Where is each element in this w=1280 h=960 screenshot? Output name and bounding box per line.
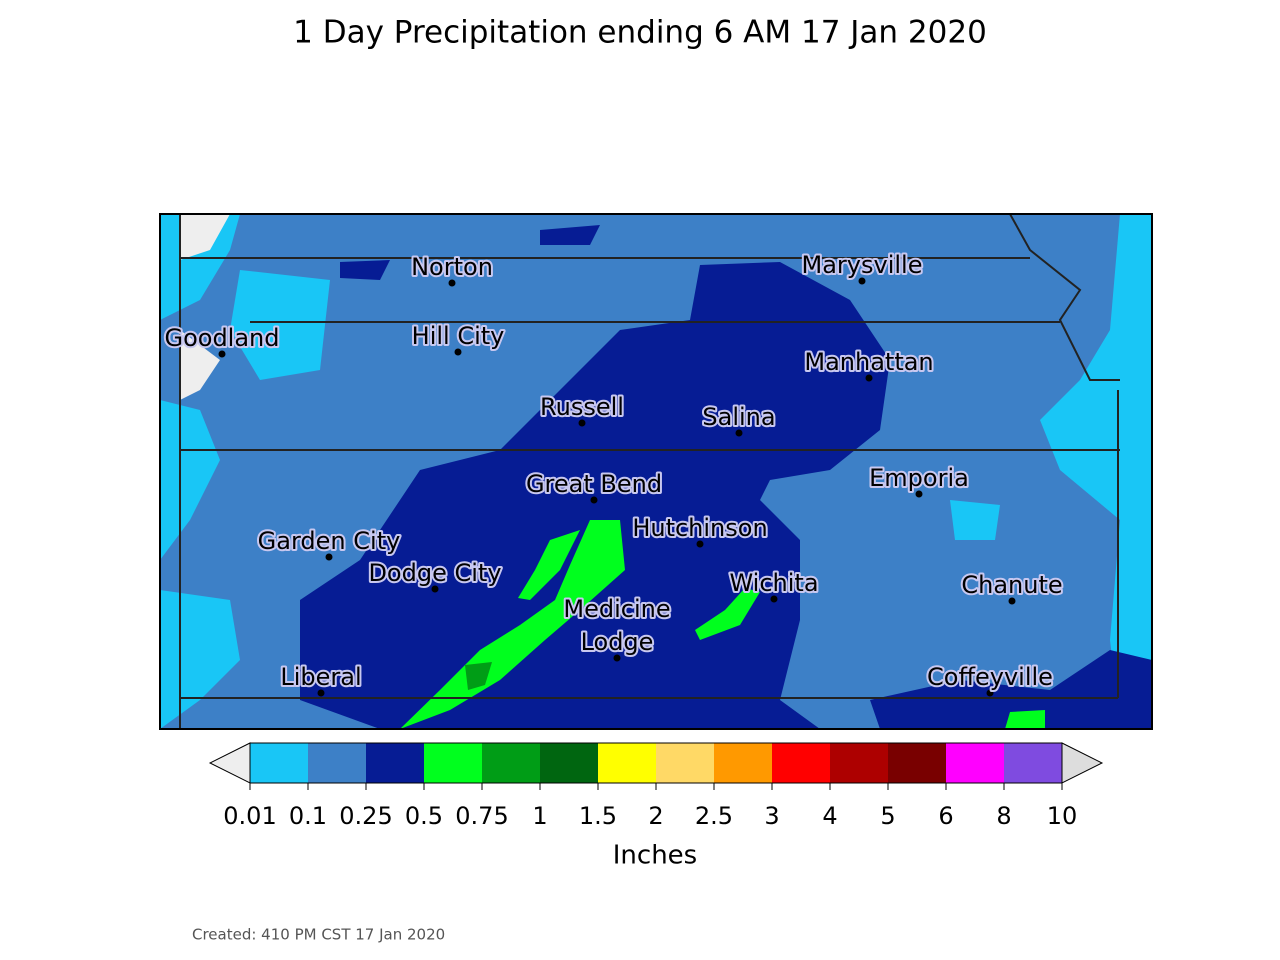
city-dot bbox=[613, 654, 621, 662]
city-dot bbox=[454, 348, 462, 356]
colorbar-tick-label: 10 bbox=[1047, 802, 1078, 830]
city-label: Chanute bbox=[961, 571, 1062, 599]
colorbar: 0.01 0.1 0.25 0.5 0.75 1 1.5 2 2.5 3 4 5 6 8 10 bbox=[208, 742, 1104, 830]
colorbar-segment bbox=[308, 743, 367, 783]
city-dot bbox=[865, 374, 873, 382]
colorbar-tick-label: 1 bbox=[532, 802, 547, 830]
city-label: Great Bend bbox=[526, 470, 662, 498]
city-dot bbox=[590, 496, 598, 504]
colorbar-tick-label: 4 bbox=[822, 802, 837, 830]
colorbar-tick-label: 0.5 bbox=[405, 802, 443, 830]
colorbar-segment bbox=[424, 743, 483, 783]
city-dot bbox=[858, 277, 866, 285]
colorbar-label: Inches bbox=[613, 841, 697, 871]
city-label: Marysville bbox=[802, 251, 923, 279]
colorbar-segment bbox=[482, 743, 541, 783]
heavy-region bbox=[300, 225, 1152, 729]
colorbar-tick-label: 0.1 bbox=[289, 802, 327, 830]
boundary-line bbox=[179, 213, 1120, 729]
map-frame bbox=[159, 213, 1153, 730]
colorbar-segment bbox=[772, 743, 831, 783]
city-label: Goodland bbox=[164, 324, 279, 352]
colorbar-tick-label: 6 bbox=[938, 802, 953, 830]
city-label: Hill City bbox=[412, 322, 505, 350]
footer: Created: 410 PM CST 17 Jan 2020 bbox=[192, 926, 445, 944]
colorbar-tick-label: 5 bbox=[880, 802, 895, 830]
city-label: Russell bbox=[540, 393, 624, 421]
colorbar-segment bbox=[250, 743, 309, 783]
colorbar-segment bbox=[946, 743, 1005, 783]
city-label: Liberal bbox=[280, 663, 361, 691]
colorbar-tick-label: 0.01 bbox=[223, 802, 276, 830]
colorbar-under bbox=[208, 742, 251, 784]
colorbar-over bbox=[1061, 742, 1104, 784]
no-precip bbox=[180, 214, 230, 400]
colorbar-segment bbox=[888, 743, 947, 783]
colorbar-segment bbox=[656, 743, 715, 783]
city-dot bbox=[735, 429, 743, 437]
city-dot bbox=[986, 689, 994, 697]
colorbar-tick-label: 3 bbox=[764, 802, 779, 830]
city-layer: Norton Goodland Hill City Russell Salina Mary… bbox=[162, 249, 1065, 697]
city-dot bbox=[696, 540, 704, 548]
colorbar-segment bbox=[830, 743, 889, 783]
colorbar-segment bbox=[598, 743, 657, 783]
city-label: Dodge City bbox=[368, 559, 501, 587]
precip-map: Norton Goodland Hill City Russell Salina Mary… bbox=[159, 213, 1153, 730]
city-dot bbox=[431, 585, 439, 593]
city-label: Garden City bbox=[258, 527, 401, 555]
city-dot bbox=[578, 419, 586, 427]
city-dot bbox=[770, 595, 778, 603]
city-dot bbox=[915, 490, 923, 498]
city-dot bbox=[325, 553, 333, 561]
colorbar-tick-label: 1.5 bbox=[579, 802, 617, 830]
colorbar-segment bbox=[714, 743, 773, 783]
city-label: Coffeyville bbox=[927, 663, 1053, 691]
city-label: Manhattan bbox=[804, 348, 933, 376]
city-label: Medicine bbox=[563, 595, 670, 623]
heavy-region bbox=[400, 520, 1045, 729]
city-label: Hutchinson bbox=[632, 514, 767, 542]
city-dot bbox=[448, 279, 456, 287]
colorbar-tick-label: 0.75 bbox=[455, 802, 508, 830]
city-label: Lodge bbox=[581, 628, 654, 656]
colorbar-segment bbox=[366, 743, 425, 783]
colorbar-segment bbox=[540, 743, 599, 783]
colorbar-tick-label: 0.25 bbox=[339, 802, 392, 830]
city-label: Norton bbox=[411, 253, 493, 281]
city-dot bbox=[317, 689, 325, 697]
city-label: Emporia bbox=[869, 464, 969, 492]
colorbar-tick-label: 2.5 bbox=[695, 802, 733, 830]
title: 1 Day Precipitation ending 6 AM 17 Jan 2… bbox=[293, 15, 987, 51]
colorbar-tick-label: 2 bbox=[648, 802, 663, 830]
heavy-region bbox=[465, 662, 492, 690]
city-label: Wichita bbox=[729, 569, 818, 597]
city-dot bbox=[218, 350, 226, 358]
city-dot bbox=[1008, 597, 1016, 605]
city-label: Salina bbox=[702, 403, 775, 431]
colorbar-tick-label: 8 bbox=[996, 802, 1011, 830]
colorbar-segment bbox=[1004, 743, 1063, 783]
